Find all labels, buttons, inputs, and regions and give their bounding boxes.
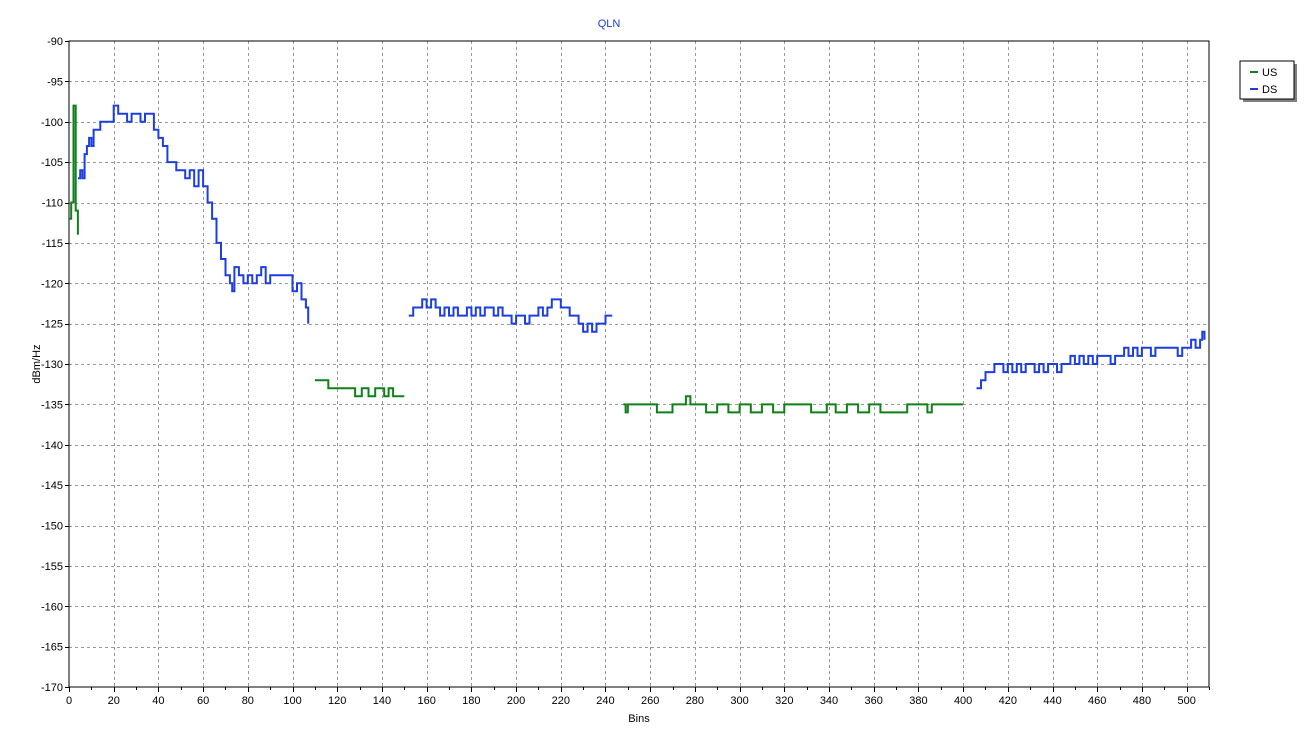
- x-tick-label-16: 320: [775, 695, 793, 707]
- x-tick-label-13: 260: [641, 695, 659, 707]
- x-tick-label-19: 380: [909, 695, 927, 707]
- series-us-segment-0: [69, 104, 79, 235]
- y-tick-label-5: -115: [42, 238, 63, 250]
- y-tick-label-3: -105: [41, 157, 63, 169]
- x-tick-label-12: 240: [596, 695, 614, 707]
- x-tick-label-9: 180: [462, 695, 480, 707]
- y-tick-label-8: -130: [41, 359, 63, 371]
- y-tick-label-0: -90: [47, 36, 63, 48]
- y-tick-label-15: -165: [41, 642, 63, 654]
- y-axis-title: dBm/Hz: [31, 344, 43, 383]
- y-tick-label-12: -150: [41, 521, 63, 533]
- y-tick-label-7: -125: [41, 319, 63, 331]
- legend: US DS: [1239, 60, 1297, 102]
- x-tick-label-21: 420: [999, 695, 1017, 707]
- grid-lines: [69, 41, 1209, 687]
- y-tick-label-4: -110: [42, 198, 63, 210]
- y-tick-label-16: -170: [41, 682, 63, 694]
- x-tick-label-11: 220: [552, 695, 570, 707]
- y-tick-label-14: -160: [41, 601, 63, 613]
- x-tick-label-22: 440: [1043, 695, 1061, 707]
- x-tick-label-8: 160: [417, 695, 435, 707]
- x-tick-label-23: 460: [1088, 695, 1106, 707]
- y-tick-label-2: -100: [41, 117, 63, 129]
- x-axis-title: Bins: [628, 713, 650, 725]
- x-tick-label-2: 40: [152, 695, 164, 707]
- chart-title: QLN: [598, 18, 621, 30]
- x-tick-label-6: 120: [328, 695, 346, 707]
- y-tick-label-6: -120: [41, 278, 63, 290]
- y-tick-label-10: -140: [41, 440, 63, 452]
- y-tick-label-11: -145: [41, 480, 63, 492]
- x-tick-label-18: 360: [865, 695, 883, 707]
- legend-label-us: US: [1262, 67, 1277, 79]
- series-ds-segment-1: [408, 298, 613, 333]
- y-tick-label-13: -155: [41, 561, 63, 573]
- x-tick-label-1: 20: [108, 695, 120, 707]
- x-tick-label-5: 100: [283, 695, 301, 707]
- x-tick-label-17: 340: [820, 695, 838, 707]
- y-axis-ticks: -90 -95 -100 -105 -110 -115 -120 -125 -130 -135 -1…: [41, 36, 69, 694]
- x-tick-label-24: 480: [1133, 695, 1151, 707]
- x-tick-label-10: 200: [507, 695, 525, 707]
- series-us-segment-1: [314, 379, 405, 398]
- y-tick-label-9: -135: [41, 399, 63, 411]
- legend-label-ds: DS: [1262, 84, 1277, 96]
- x-tick-label-7: 140: [373, 695, 391, 707]
- series-ds-segment-0: [77, 104, 310, 324]
- x-tick-label-20: 400: [954, 695, 972, 707]
- x-tick-label-0: 0: [66, 695, 72, 707]
- x-tick-label-25: 500: [1177, 695, 1195, 707]
- x-tick-label-14: 280: [686, 695, 704, 707]
- series-us-segment-2: [623, 395, 964, 414]
- series-ds-segment-2: [976, 330, 1206, 390]
- legend-box: [1239, 60, 1295, 100]
- x-tick-label-15: 300: [730, 695, 748, 707]
- x-axis-ticks: 0 20 40 60 80 100 120 140 160 180 200 220 240 260 280 3…: [66, 687, 1210, 707]
- x-tick-label-3: 60: [197, 695, 209, 707]
- x-tick-label-4: 80: [242, 695, 254, 707]
- series-lines: [69, 104, 1206, 414]
- y-tick-label-1: -95: [47, 76, 63, 88]
